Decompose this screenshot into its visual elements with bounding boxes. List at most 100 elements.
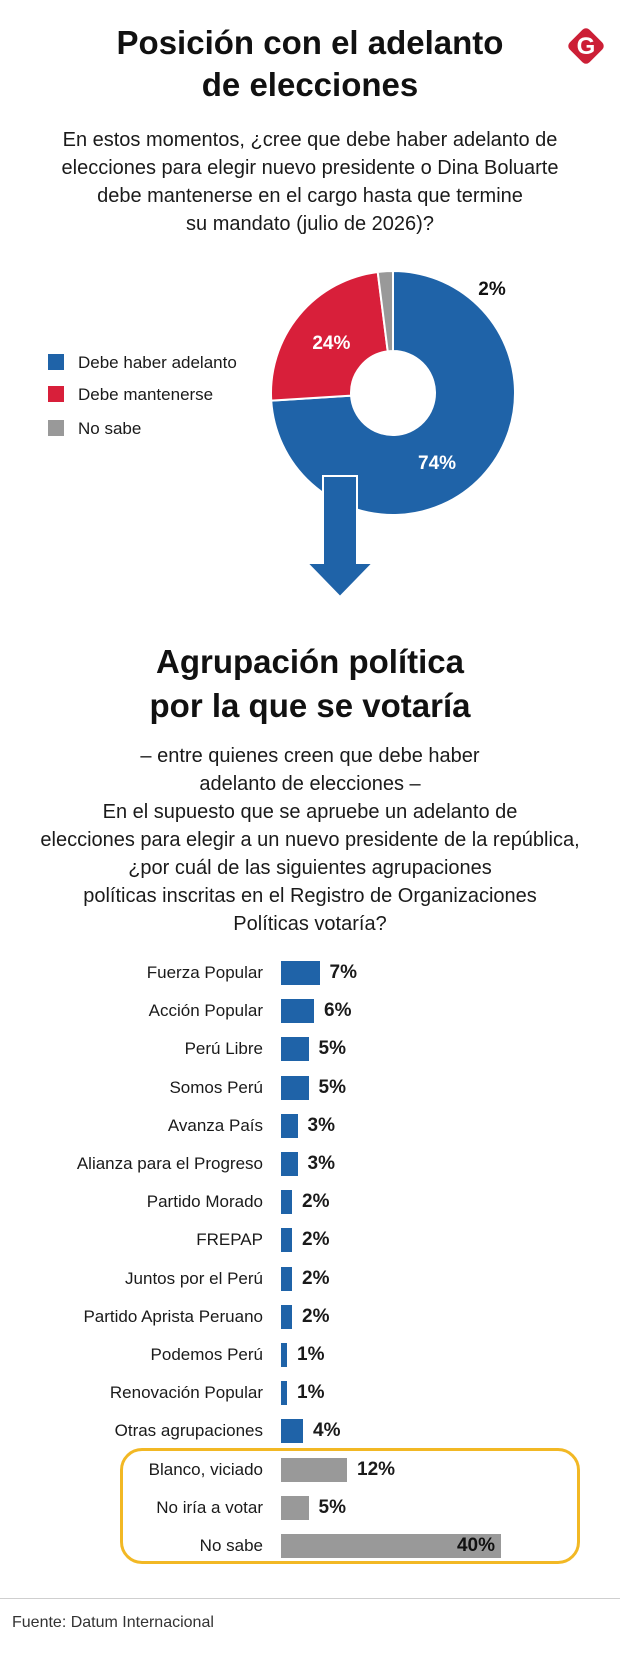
poll-question-2-line4: elecciones para elegir a un nuevo presid… [40,829,580,851]
donut-slice-1 [270,270,389,402]
bar-row: Fuerza Popular 7% [0,958,620,988]
chart-title-2-line2: por la que se votaría [149,687,471,724]
poll-question-2: – entre quienes creen que debe haber ade… [10,742,610,938]
bar-row: Partido Aprista Peruano 2% [0,1302,620,1332]
bar-row: No iría a votar 5% [0,1493,620,1523]
bar [281,1381,287,1406]
bar-value-label: 7% [329,962,357,983]
poll-question-1-line4: su mandato (julio de 2026)? [186,213,434,235]
bar-value-label: 2% [302,1191,330,1213]
legend-item-no-sabe: No sabe [48,418,141,440]
bar-category-label: Podemos Perú [150,1345,263,1364]
bar-row: No sabe 40% [0,1531,620,1561]
legend-label: Debe haber adelanto [78,353,237,372]
bar-category-label: No iría a votar [156,1497,263,1517]
poll-question-2-line2: adelanto de elecciones – [199,773,421,795]
bar-row: Partido Morado 2% [0,1187,620,1217]
bar-value-label: 40% [456,1535,495,1556]
bar-row: Perú Libre 5% [0,1034,620,1064]
bar-category-label: Avanza País [167,1115,263,1135]
bar [281,1304,292,1329]
bar-row: Avanza País 3% [0,1111,620,1141]
bar [281,1075,309,1100]
chart-title-2: Agrupación política por la que se votarí… [60,640,560,728]
bar-row: Alianza para el Progreso 3% [0,1149,620,1179]
non-party-highlight-box [120,1448,580,1564]
poll-question-1-line3: debe mantenerse en el cargo hasta que te… [97,185,523,207]
bar-value-label: 1% [297,1344,325,1365]
poll-question-1: En estos momentos, ¿cree que debe haber … [30,126,590,238]
bar [281,1343,287,1367]
bar-row: Renovación Popular 1% [0,1378,620,1408]
bar-value-label: 5% [318,1038,346,1060]
down-arrow-icon [304,475,376,599]
donut-value-label-1: 24% [312,333,350,354]
bar-value-label: 6% [324,1000,352,1022]
footer-divider [0,1598,620,1599]
brand-logo-badge [568,28,604,64]
poll-question-1-line1: En estos momentos, ¿cree que debe haber … [62,129,558,151]
bar-value-label: 12% [357,1458,396,1480]
poll-question-2-line1: – entre quienes creen que debe haber [140,745,480,767]
legend-label: No sabe [78,419,142,438]
donut-value-label-0: 74% [418,453,456,474]
bar [281,1113,298,1138]
brand-logo-letter: G [577,33,596,60]
legend-item-adelanto: Debe haber adelanto [48,352,237,374]
poll-question-2-line3: En el supuesto que se apruebe un adelant… [102,801,518,823]
bar-row: Juntos por el Perú 2% [0,1264,620,1294]
bar-category-label: FREPAP [196,1230,263,1250]
bar-category-label: Acción Popular [148,1001,263,1021]
donut-value-label-2: 2% [478,279,506,300]
bar-value-label: 5% [318,1076,346,1098]
bar [281,1495,309,1520]
bar-value-label: 3% [307,1153,335,1174]
legend-swatch-red [48,386,64,402]
bar [281,1266,292,1291]
bar-category-label: Fuerza Popular [146,963,263,982]
bar [281,1228,292,1253]
bar-category-label: No sabe [199,1536,263,1555]
bar-category-label: Partido Aprista Peruano [83,1306,263,1326]
bar [281,1190,292,1215]
legend-swatch-blue [48,354,64,370]
bar [281,1534,501,1558]
chart-title-1-line1: Posición con el adelanto [116,24,504,61]
bar-row: Somos Perú 5% [0,1073,620,1103]
chart-title-1: Posición con el adelanto de elecciones [60,22,560,106]
bar [281,1037,309,1062]
poll-question-2-line5: ¿por cuál de las siguientes agrupaciones [128,857,492,879]
bar-row: FREPAP 2% [0,1225,620,1255]
chart-title-2-line1: Agrupación política [155,643,465,680]
bar-category-label: Perú Libre [184,1039,263,1059]
bar-value-label: 1% [297,1382,325,1404]
legend-item-mantenerse: Debe mantenerse [48,384,213,406]
bar-category-label: Blanco, viciado [148,1459,263,1479]
source-note: Fuente: Datum Internacional [12,1614,214,1631]
bar [281,1419,303,1444]
poll-question-2-line6: políticas inscritas en el Registro de Or… [83,885,537,907]
poll-question-2-line7: Políticas votaría? [233,913,387,935]
brand-logo: G [568,28,604,64]
chart-title-1-line2: de elecciones [201,66,419,103]
donut-slice-0 [270,269,516,516]
legend-label: Debe mantenerse [78,385,214,404]
bar-value-label: 5% [318,1496,346,1518]
bar-category-label: Otras agrupaciones [114,1421,263,1441]
bar-value-label: 4% [313,1420,341,1442]
donut-slice-2 [376,269,394,353]
bar-row: Acción Popular 6% [0,996,620,1026]
bar-row: Blanco, viciado 12% [0,1455,620,1485]
bar [281,961,320,985]
bar-category-label: Partido Morado [146,1192,263,1212]
bar [281,999,314,1024]
bar-row: Otras agrupaciones 4% [0,1416,620,1446]
legend-swatch-gray [48,420,64,436]
bar-value-label: 3% [307,1114,335,1136]
bar-category-label: Alianza para el Progreso [76,1154,263,1173]
poll-question-1-line2: elecciones para elegir nuevo presidente … [61,157,559,179]
bar [281,1152,298,1176]
bar-category-label: Renovación Popular [109,1383,263,1403]
bar-category-label: Somos Perú [169,1077,263,1097]
bar-value-label: 2% [302,1229,330,1251]
